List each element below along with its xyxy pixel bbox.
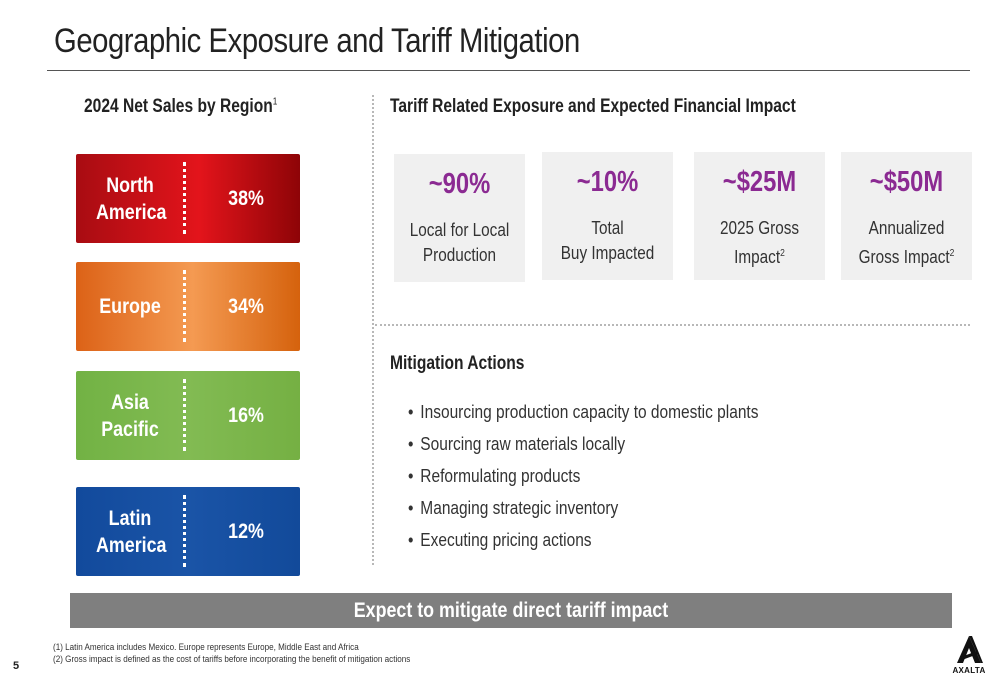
impact-card-value: ~90% bbox=[428, 168, 491, 200]
region-percent: 16% bbox=[228, 403, 264, 427]
conclusion-banner: Expect to mitigate direct tariff impact bbox=[70, 593, 952, 628]
region-percent: 34% bbox=[228, 294, 264, 318]
axalta-logo-icon bbox=[957, 636, 983, 663]
impact-card-value: ~$25M bbox=[722, 166, 797, 198]
footnotes: (1) Latin America includes Mexico. Europ… bbox=[53, 641, 410, 665]
region-europe: Europe 34% bbox=[76, 262, 300, 351]
impact-card-description: Annualized Gross Impact2 bbox=[858, 218, 955, 267]
impact-card-value: ~10% bbox=[576, 166, 639, 198]
region-asia-pacific: Asia Pacific 16% bbox=[76, 371, 300, 460]
impact-card-total-buy: ~10% Total Buy Impacted bbox=[542, 152, 673, 280]
tariff-exposure-heading: Tariff Related Exposure and Expected Fin… bbox=[390, 96, 796, 117]
conclusion-banner-text: Expect to mitigate direct tariff impact bbox=[353, 598, 669, 622]
horizontal-divider bbox=[375, 324, 970, 326]
mitigation-heading: Mitigation Actions bbox=[390, 353, 525, 374]
region-percent: 38% bbox=[228, 186, 264, 210]
impact-card-local-production: ~90% Local for Local Production bbox=[394, 154, 525, 282]
impact-card-description: 2025 Gross Impact2 bbox=[719, 218, 800, 267]
footnote-1: (1) Latin America includes Mexico. Europ… bbox=[53, 642, 359, 652]
net-sales-heading: 2024 Net Sales by Region1 bbox=[84, 96, 277, 118]
region-latin-america: Latin America 12% bbox=[76, 487, 300, 576]
region-dots-divider bbox=[183, 270, 186, 342]
region-name: North America bbox=[96, 173, 167, 224]
mitigation-item: Reformulating products bbox=[408, 460, 758, 492]
region-name: Latin America bbox=[96, 506, 167, 557]
net-sales-heading-text: 2024 Net Sales by Region bbox=[84, 96, 273, 117]
impact-card-description: Total Buy Impacted bbox=[560, 218, 655, 263]
page-title: Geographic Exposure and Tariff Mitigatio… bbox=[54, 22, 580, 60]
impact-card-annualized-gross: ~$50M Annualized Gross Impact2 bbox=[841, 152, 972, 280]
region-dots-divider bbox=[183, 379, 186, 451]
mitigation-item: Managing strategic inventory bbox=[408, 492, 758, 524]
vertical-divider bbox=[372, 95, 374, 565]
mitigation-item: Insourcing production capacity to domest… bbox=[408, 396, 758, 428]
region-dots-divider bbox=[183, 495, 186, 567]
page-number: 5 bbox=[13, 660, 20, 672]
impact-card-description: Local for Local Production bbox=[409, 220, 510, 265]
impact-card-value: ~$50M bbox=[869, 166, 944, 198]
region-name: Asia Pacific bbox=[101, 390, 159, 441]
mitigation-item: Executing pricing actions bbox=[408, 524, 758, 556]
impact-footnote-ref: 2 bbox=[780, 248, 785, 259]
net-sales-footnote-ref: 1 bbox=[272, 96, 278, 108]
region-north-america: North America 38% bbox=[76, 154, 300, 243]
region-percent: 12% bbox=[228, 519, 264, 543]
mitigation-item: Sourcing raw materials locally bbox=[408, 428, 758, 460]
footnote-2: (2) Gross impact is defined as the cost … bbox=[53, 654, 411, 664]
region-name: Europe bbox=[99, 295, 161, 318]
axalta-logo: AXALTA bbox=[948, 633, 990, 675]
impact-footnote-ref: 2 bbox=[949, 248, 955, 259]
region-dots-divider bbox=[183, 162, 186, 234]
mitigation-list: Insourcing production capacity to domest… bbox=[408, 396, 816, 556]
title-divider bbox=[47, 70, 970, 71]
axalta-logo-text: AXALTA bbox=[952, 666, 986, 675]
impact-card-2025-gross: ~$25M 2025 Gross Impact2 bbox=[694, 152, 825, 280]
